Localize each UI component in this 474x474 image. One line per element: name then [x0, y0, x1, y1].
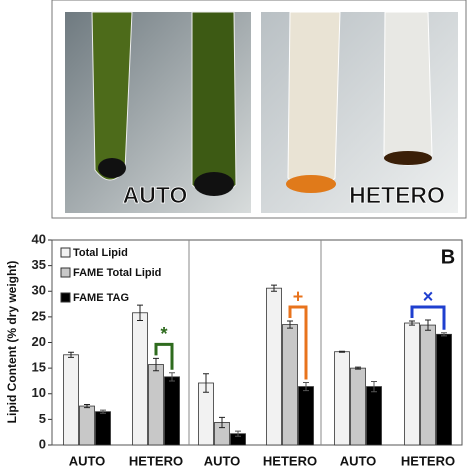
y-tick-label: 25 [32, 308, 46, 323]
y-tick-label: 40 [32, 231, 46, 246]
bar [334, 351, 350, 446]
legend-swatch [60, 247, 71, 258]
y-tick-label: 0 [39, 436, 46, 451]
y-tick-label: 5 [39, 411, 46, 426]
bar [282, 324, 298, 446]
error-bar [425, 319, 431, 331]
error-bar [339, 350, 345, 353]
bar [95, 411, 111, 446]
x-tick-label: AUTO [340, 453, 377, 468]
photo-label: HETERO [349, 182, 445, 208]
bar [63, 354, 79, 446]
photo-auto: AUTO [65, 11, 251, 213]
error-bar [271, 284, 277, 292]
bar [436, 333, 452, 446]
x-tick-label: HETERO [401, 453, 455, 468]
bar [132, 312, 148, 446]
bar [350, 367, 366, 446]
x-tick-label: HETERO [263, 453, 317, 468]
significance-bracket [288, 305, 308, 380]
error-bar [355, 366, 361, 370]
x-tick-label: AUTO [204, 453, 241, 468]
x-tick-label: HETERO [129, 453, 183, 468]
bar [266, 287, 282, 446]
error-bar [100, 409, 106, 414]
legend-label: Total Lipid [73, 247, 128, 259]
error-bar [153, 357, 159, 372]
y-tick-label: 15 [32, 360, 46, 375]
y-tick-label: 20 [32, 334, 46, 349]
error-bar [84, 404, 90, 409]
significance-mark: × [423, 287, 434, 307]
legend-swatch [60, 267, 71, 278]
photo-hetero: HETERO [261, 11, 458, 213]
legend-label: FAME TAG [73, 292, 129, 304]
bar [420, 324, 436, 446]
legend-label: FAME Total Lipid [73, 267, 161, 279]
bar [366, 386, 382, 446]
error-bar [303, 381, 309, 392]
bar [298, 386, 314, 446]
significance-bracket [154, 342, 174, 370]
error-bar [137, 304, 143, 321]
error-bar [235, 430, 241, 437]
significance-bracket [410, 305, 446, 330]
error-bar [219, 416, 225, 429]
significance-mark: * [160, 324, 167, 344]
error-bar [68, 351, 74, 358]
bar [148, 364, 164, 446]
y-tick-label: 35 [32, 257, 46, 272]
x-tick-label: AUTO [69, 453, 106, 468]
plot-frame [51, 239, 463, 446]
error-bar [409, 320, 415, 326]
legend-swatch [60, 292, 71, 303]
error-bar [287, 320, 293, 329]
bar [79, 405, 95, 446]
error-bar [203, 373, 209, 393]
photo-label: AUTO [123, 182, 188, 208]
panel-label: B [441, 246, 455, 268]
significance-mark: + [293, 287, 304, 307]
error-bar [441, 332, 447, 337]
y-tick-label: 10 [32, 385, 46, 400]
y-axis-label: Lipid Content (% dry weight) [5, 261, 19, 424]
bar [164, 376, 180, 446]
bar [404, 322, 420, 446]
error-bar [169, 372, 175, 382]
y-tick-label: 30 [32, 283, 46, 298]
error-bar [371, 380, 377, 393]
